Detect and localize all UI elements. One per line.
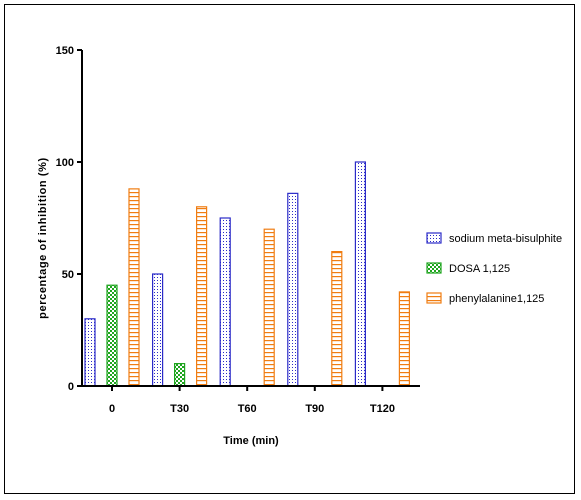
bars-layer <box>84 161 410 387</box>
bar-3-T120 <box>398 291 410 387</box>
bar-2-0 <box>106 284 118 387</box>
x-tick-label: T120 <box>370 403 395 415</box>
x-ticks: 0 T30 T60 T90 T120 <box>109 386 395 415</box>
bar-3-T60 <box>263 228 275 387</box>
legend-label: sodium meta-bisulphite <box>449 233 562 245</box>
x-axis-title: Time (min) <box>223 435 279 447</box>
legend: sodium meta-bisulphite DOSA 1,125 phenylal… <box>426 232 562 305</box>
legend-swatch <box>426 262 442 274</box>
bar-1-T60 <box>219 217 231 387</box>
bar-3-T90 <box>331 251 343 387</box>
y-tick-label: 100 <box>56 157 74 169</box>
bar-1-T90 <box>287 192 299 387</box>
legend-label: phenylalanine1,125 <box>449 293 544 305</box>
bar-1-0 <box>84 318 96 387</box>
x-tick-label: T90 <box>305 403 324 415</box>
bar-3-T30 <box>196 206 208 387</box>
bar-1-T120 <box>354 161 366 387</box>
bar-3-0 <box>128 188 140 387</box>
legend-label: DOSA 1,125 <box>449 263 510 275</box>
y-tick-label: 150 <box>56 45 74 57</box>
bar-1-T30 <box>152 273 164 387</box>
bar-2-T30 <box>174 363 186 387</box>
x-tick-label: T30 <box>170 403 189 415</box>
y-ticks: 0 50 100 150 <box>56 45 82 393</box>
y-axis-title: percentage of inhibition (%) <box>37 157 49 319</box>
legend-swatch <box>426 232 442 244</box>
legend-swatch <box>426 292 442 304</box>
x-tick-label: T60 <box>238 403 257 415</box>
y-tick-label: 50 <box>62 269 74 281</box>
x-tick-label: 0 <box>109 403 115 415</box>
y-tick-label: 0 <box>68 381 74 393</box>
